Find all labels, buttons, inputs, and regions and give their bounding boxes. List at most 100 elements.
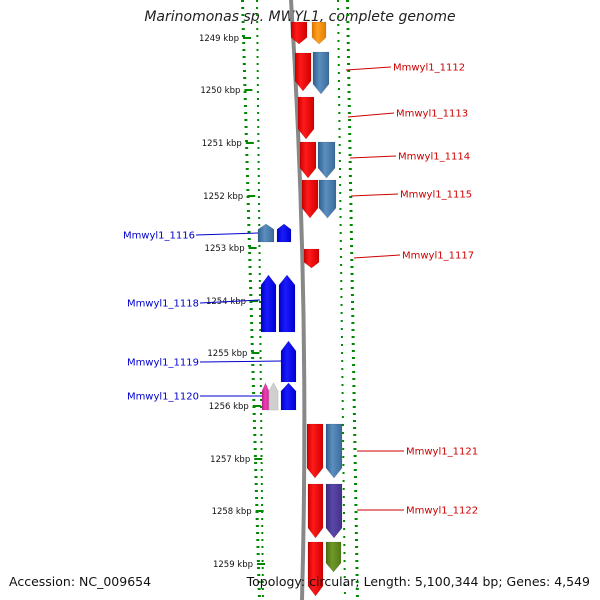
lane-guide-dot bbox=[258, 287, 261, 289]
lane-guide-dot bbox=[254, 469, 258, 471]
gene-label[interactable]: Mmwyl1_1120 bbox=[127, 392, 199, 403]
lane-guide-dot bbox=[339, 248, 342, 250]
lane-guide-dot bbox=[350, 245, 354, 247]
lane-guide-dot bbox=[242, 42, 246, 44]
gene-label[interactable]: Mmwyl1_1117 bbox=[402, 251, 474, 262]
lane-guide-dot bbox=[351, 322, 355, 324]
lane-guide-dot bbox=[257, 168, 260, 170]
lane-guide-dot bbox=[350, 259, 354, 261]
lane-guide-dot bbox=[247, 217, 251, 219]
lane-guide-dot bbox=[346, 56, 350, 58]
lane-guide-dot bbox=[339, 200, 342, 202]
lane-guide-dot bbox=[338, 112, 341, 114]
lane-guide-dot bbox=[261, 581, 264, 583]
gene-label[interactable]: Mmwyl1_1115 bbox=[400, 190, 472, 201]
lane-guide-dot bbox=[341, 416, 344, 418]
lane-guide-dot bbox=[248, 266, 252, 268]
lane-guide-dot bbox=[256, 553, 260, 555]
lane-guide-dot bbox=[246, 210, 250, 212]
lane-guide-dot bbox=[259, 364, 262, 366]
lane-guide-dot bbox=[347, 70, 351, 72]
lane-guide-dot bbox=[261, 532, 264, 534]
lane-guide-dot bbox=[354, 539, 358, 541]
lane-guide-dot bbox=[355, 553, 359, 555]
lane-guide-dot bbox=[256, 70, 259, 72]
tick-label: 1251 kbp bbox=[202, 139, 242, 149]
lane-guide-dot bbox=[337, 16, 340, 18]
lane-guide-dot bbox=[341, 392, 344, 394]
lane-guide-dot bbox=[337, 56, 340, 58]
lane-guide-dot bbox=[338, 88, 341, 90]
lane-guide-dot bbox=[252, 413, 256, 415]
lane-guide-dot bbox=[256, 98, 259, 100]
lane-guide-dot bbox=[348, 175, 352, 177]
lane-guide-dot bbox=[346, 28, 350, 30]
lane-guide-dot bbox=[253, 455, 257, 457]
lane-guide-dot bbox=[256, 546, 260, 548]
lane-guide-dot bbox=[338, 168, 341, 170]
gene-label[interactable]: Mmwyl1_1114 bbox=[398, 152, 470, 163]
lane-guide-dot bbox=[249, 287, 253, 289]
gene-label[interactable]: Mmwyl1_1113 bbox=[396, 109, 468, 120]
lane-guide-dot bbox=[261, 546, 264, 548]
lane-guide-dot bbox=[242, 49, 246, 51]
lane-guide-dot bbox=[349, 238, 353, 240]
lane-guide-dot bbox=[260, 427, 263, 429]
gene-label[interactable]: Mmwyl1_1112 bbox=[393, 63, 465, 74]
lane-guide-dot bbox=[341, 408, 344, 410]
lane-guide-dot bbox=[249, 315, 253, 317]
lane-guide-dot bbox=[355, 546, 359, 548]
lane-guide-dot bbox=[258, 259, 261, 261]
lane-guide-dot bbox=[350, 294, 354, 296]
lane-guide-dot bbox=[348, 147, 352, 149]
lane-guide-dot bbox=[348, 126, 352, 128]
gene-label[interactable]: Mmwyl1_1118 bbox=[127, 299, 199, 310]
lane-guide-dot bbox=[352, 364, 356, 366]
gene-arrow bbox=[294, 52, 312, 92]
lane-guide-dot bbox=[339, 240, 342, 242]
lane-guide-dot bbox=[258, 252, 261, 254]
label-leader-line bbox=[349, 155, 397, 159]
lane-guide-dot bbox=[259, 378, 262, 380]
lane-guide-dot bbox=[259, 301, 262, 303]
lane-guide-dot bbox=[257, 133, 260, 135]
lane-guide-dot bbox=[338, 104, 341, 106]
lane-guide-dot bbox=[258, 245, 261, 247]
tick-label: 1253 kbp bbox=[205, 244, 245, 254]
lane-guide-dot bbox=[347, 91, 351, 93]
lane-guide-dot bbox=[347, 112, 351, 114]
lane-guide-dot bbox=[256, 35, 259, 37]
lane-guide-dot bbox=[347, 105, 351, 107]
gene-arrow bbox=[301, 179, 319, 219]
lane-guide-dot bbox=[354, 497, 358, 499]
lane-guide-dot bbox=[260, 483, 263, 485]
lane-guide-dot bbox=[340, 312, 343, 314]
lane-guide-dot bbox=[250, 329, 254, 331]
lane-guide-dot bbox=[256, 84, 259, 86]
lane-guide-dot bbox=[354, 490, 358, 492]
gene-features bbox=[257, 21, 343, 597]
lane-guide-dot bbox=[257, 112, 260, 114]
lane-guide-dot bbox=[339, 176, 342, 178]
lane-guide-dot bbox=[354, 483, 358, 485]
lane-guide-dot bbox=[250, 350, 254, 352]
lane-guide-dot bbox=[341, 360, 344, 362]
lane-guide-dot bbox=[337, 0, 339, 2]
lane-guide-dot bbox=[342, 432, 345, 434]
lane-guide-dot bbox=[339, 256, 342, 258]
lane-guide-dot bbox=[343, 584, 346, 586]
lane-guide-dot bbox=[347, 119, 351, 121]
gene-label[interactable]: Mmwyl1_1119 bbox=[127, 358, 199, 369]
gene-label[interactable]: Mmwyl1_1122 bbox=[406, 506, 478, 517]
lane-guide-dot bbox=[257, 574, 261, 576]
lane-guide-dot bbox=[351, 343, 355, 345]
gene-label[interactable]: Mmwyl1_1116 bbox=[123, 231, 195, 242]
lane-guide-dot bbox=[250, 322, 254, 324]
lane-guide-dot bbox=[339, 232, 342, 234]
lane-guide-dot bbox=[245, 161, 249, 163]
accession-text: Accession: NC_009654 bbox=[9, 574, 152, 589]
lane-guide-dot bbox=[260, 497, 263, 499]
gene-label[interactable]: Mmwyl1_1121 bbox=[406, 447, 478, 458]
lane-guide-dot bbox=[260, 476, 263, 478]
lane-guide-dot bbox=[251, 364, 255, 366]
